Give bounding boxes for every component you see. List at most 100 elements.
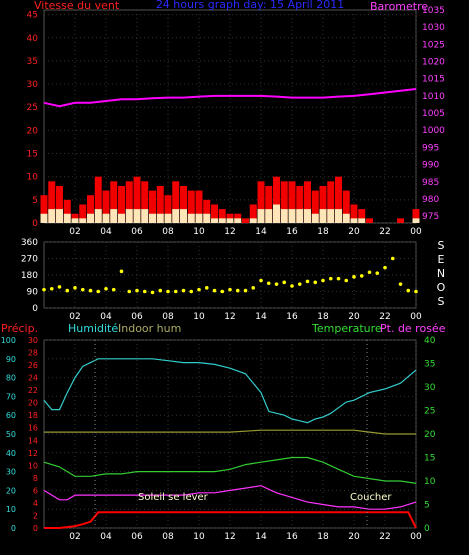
x-tick-label: 22 bbox=[379, 532, 390, 542]
wind-bar bbox=[358, 209, 366, 223]
wind-bar bbox=[296, 209, 304, 223]
wind-bar bbox=[94, 176, 102, 223]
x-tick-label: 18 bbox=[317, 227, 329, 237]
direction-point bbox=[290, 284, 294, 288]
direction-point bbox=[390, 256, 395, 261]
x-tick-label: 12 bbox=[224, 532, 235, 542]
wind-bar bbox=[56, 185, 63, 223]
wind-bar bbox=[110, 181, 118, 223]
dewpoint-label: Pt. de rosée bbox=[380, 322, 446, 335]
x-tick-label: 22 bbox=[379, 312, 390, 322]
temperature-tick-label: 20 bbox=[424, 430, 436, 440]
direction-point bbox=[328, 276, 333, 281]
direction-point bbox=[173, 289, 178, 294]
humidity-line bbox=[43, 358, 417, 424]
wind-bar bbox=[48, 181, 56, 223]
y-tick-label: 45 bbox=[27, 11, 38, 21]
wind-bar bbox=[102, 213, 110, 223]
wind-bar bbox=[350, 218, 358, 223]
direction-point bbox=[142, 289, 147, 294]
dewpoint-line bbox=[43, 485, 417, 510]
precip-tick-label: 0 bbox=[33, 524, 38, 533]
wind-bar bbox=[172, 209, 180, 223]
humidity-x-ticks: 02 04 06 08 10 12 14 16 18 20 22 00 bbox=[69, 532, 422, 542]
x-tick-label: 06 bbox=[131, 227, 143, 237]
direction-point bbox=[282, 280, 287, 285]
direction-x-ticks: 02 04 06 08 10 12 14 16 18 20 22 00 bbox=[69, 312, 422, 322]
direction-point bbox=[313, 280, 318, 285]
y-right-tick-label: 995 bbox=[422, 143, 439, 153]
wind-bar bbox=[335, 209, 342, 223]
direction-point bbox=[336, 276, 341, 281]
precip-line bbox=[44, 511, 417, 529]
precip-tick-label: 30 bbox=[28, 336, 38, 345]
x-tick-label: 06 bbox=[131, 312, 143, 322]
wind-bar bbox=[141, 181, 149, 223]
wind-bar bbox=[397, 218, 404, 223]
y-tick-label: 0 bbox=[32, 304, 38, 314]
wind-bar bbox=[273, 204, 280, 223]
precip-tick-label: 24 bbox=[28, 374, 38, 383]
direction-point bbox=[158, 288, 163, 293]
humidity-tick-label: 10 bbox=[6, 505, 16, 514]
y-right-tick-label: 1015 bbox=[422, 75, 445, 85]
y-tick-label: 0 bbox=[32, 219, 38, 229]
wind-bar bbox=[195, 190, 203, 223]
wind-bar bbox=[319, 185, 327, 223]
temperature-label: Temperature bbox=[311, 322, 382, 335]
x-tick-label: 00 bbox=[410, 227, 422, 237]
y-right-tick-label: 1010 bbox=[422, 92, 445, 102]
senos-letter: N bbox=[437, 267, 445, 280]
wind-bar bbox=[56, 209, 63, 223]
wind-bar bbox=[40, 195, 48, 223]
wind-bar bbox=[311, 213, 319, 223]
y-right-tick-label: 1030 bbox=[422, 23, 445, 33]
x-tick-label: 02 bbox=[69, 227, 80, 237]
direction-point bbox=[383, 265, 387, 270]
humidity-label: Humidité bbox=[68, 322, 118, 335]
wind-bar bbox=[125, 181, 133, 223]
precip-tick-label: 14 bbox=[28, 436, 38, 445]
direction-point bbox=[150, 290, 155, 295]
wind-bar bbox=[187, 190, 195, 223]
y-tick-label: 35 bbox=[27, 57, 38, 67]
temperature-tick-label: 5 bbox=[424, 501, 430, 511]
precip-tick-label: 26 bbox=[28, 361, 38, 370]
direction-point bbox=[80, 287, 85, 292]
precip-tick-label: 28 bbox=[28, 349, 38, 358]
direction-point bbox=[111, 287, 116, 292]
wind-bar bbox=[87, 195, 94, 223]
humidity-gridlines bbox=[44, 339, 417, 529]
wind-bar bbox=[319, 209, 327, 223]
precip-tick-label: 2 bbox=[33, 511, 38, 520]
wind-bar bbox=[342, 213, 350, 223]
wind-bar bbox=[358, 218, 366, 223]
wind-bar bbox=[211, 204, 218, 223]
wind-bar bbox=[327, 181, 335, 223]
temperature-y-ticks: 0 5 10 15 20 25 30 35 40 bbox=[424, 336, 436, 534]
wind-bar bbox=[203, 199, 211, 223]
direction-point bbox=[135, 288, 139, 293]
humidity-tick-label: 30 bbox=[6, 468, 16, 477]
x-tick-label: 16 bbox=[286, 312, 298, 322]
wind-bar bbox=[102, 190, 110, 223]
precip-tick-label: 4 bbox=[33, 499, 38, 508]
temperature-tick-label: 25 bbox=[424, 407, 435, 417]
wind-bar bbox=[203, 213, 211, 223]
y-right-tick-label: 990 bbox=[422, 161, 439, 171]
x-tick-label: 10 bbox=[193, 312, 205, 322]
senos-letter: E bbox=[438, 253, 445, 266]
x-tick-label: 12 bbox=[224, 312, 235, 322]
y-right-tick-label: 1000 bbox=[422, 126, 445, 136]
y-right-tick-label: 975 bbox=[422, 212, 439, 222]
x-tick-label: 08 bbox=[162, 227, 174, 237]
x-tick-label: 10 bbox=[193, 532, 205, 542]
x-tick-label: 20 bbox=[348, 312, 360, 322]
y-tick-label: 5 bbox=[32, 196, 38, 206]
humidity-tick-label: 0 bbox=[11, 524, 16, 533]
wind-bar bbox=[118, 185, 125, 223]
wind-bar bbox=[257, 181, 265, 223]
